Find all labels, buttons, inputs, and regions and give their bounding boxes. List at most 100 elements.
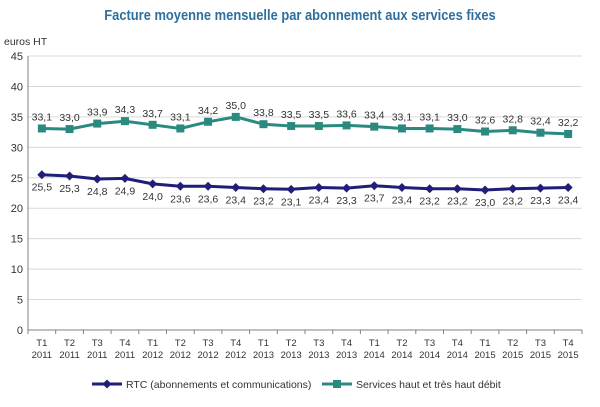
data-point-marker [65,171,75,181]
x-tick-label-year: 2015 [558,350,579,361]
x-tick-label-quarter: T3 [535,338,546,349]
chart-title: Facture moyenne mensuelle par abonnement… [104,7,496,24]
data-label: 32,4 [530,116,551,128]
y-tick-label: 35 [11,112,23,124]
legend-item-rtc: RTC (abonnements et communications) [92,379,311,391]
data-label: 34,3 [115,104,136,116]
y-tick-label: 5 [17,295,23,307]
x-tick-label-year: 2013 [308,350,329,361]
x-tick-label-year: 2014 [419,350,440,361]
data-label: 33,6 [336,108,357,120]
data-label: 23,2 [447,196,468,208]
y-tick-label: 10 [11,264,23,276]
x-tick-label-quarter: T2 [175,338,186,349]
x-tick-label-quarter: T4 [452,338,463,349]
legend-label: Services haut et très haut débit [356,379,501,391]
data-point-marker [204,117,213,126]
data-label: 24,9 [115,185,136,197]
data-label: 34,2 [198,105,219,117]
x-tick-label-quarter: T2 [396,338,407,349]
y-tick-label: 30 [11,142,23,154]
legend: RTC (abonnements et communications) Servi… [92,379,501,391]
data-label: 33,5 [281,109,302,121]
x-tick-label-year: 2013 [281,350,302,361]
data-point-marker [342,183,352,193]
data-point-marker [425,184,435,194]
x-tick-label-quarter: T1 [147,338,158,349]
data-label: 25,5 [32,182,53,194]
legend-item-haut-debit: Services haut et très haut débit [322,379,501,391]
data-label: 23,3 [530,195,551,207]
x-tick-label-quarter: T4 [119,338,130,349]
x-tick-label-quarter: T1 [36,338,47,349]
data-label: 33,7 [142,108,163,120]
data-point-marker [231,183,241,193]
data-point-marker [480,185,490,195]
data-point-marker [535,183,545,193]
data-label: 33,1 [419,111,440,123]
x-tick-label-quarter: T1 [369,338,380,349]
series-line [41,115,569,136]
data-label: 23,0 [475,197,496,209]
x-tick-label-quarter: T3 [424,338,435,349]
data-point-marker [176,124,185,133]
data-point-marker [314,183,324,193]
data-point-marker [564,129,573,138]
x-tick-label-year: 2015 [502,350,523,361]
data-point-marker [148,120,157,129]
data-label: 23,4 [558,195,579,207]
x-tick-label-year: 2011 [87,350,107,361]
data-point-marker [203,181,213,191]
series-rtc: 25,5 25,3 24,8 24,9 24,0 23,6 23,6 23,4 23,2 23,1… [32,170,579,209]
data-point-marker [397,183,407,193]
x-tick-label-quarter: T2 [286,338,297,349]
y-tick-label: 15 [11,234,23,246]
data-point-marker [120,173,130,183]
data-label: 23,1 [281,196,302,208]
data-point-marker [563,183,573,193]
data-point-marker [259,120,268,129]
gridlines [28,55,582,301]
data-point-marker [452,184,462,194]
data-point-marker [453,125,462,134]
data-point-marker [93,119,102,128]
data-label: 23,3 [336,195,357,207]
data-point-marker [175,181,185,191]
data-label: 24,8 [87,186,108,198]
data-label: 23,6 [170,193,191,205]
data-label: 33,4 [364,110,385,122]
data-label: 32,6 [475,115,496,127]
data-point-marker [148,179,158,189]
data-point-marker [286,184,296,194]
data-label: 33,1 [32,111,53,123]
data-point-marker [342,121,351,130]
y-axis-title: euros HT [4,36,48,48]
data-label: 33,5 [309,109,330,121]
data-point-marker [37,124,46,133]
data-point-marker [314,122,323,131]
data-label: 32,2 [558,117,579,129]
x-tick-label-year: 2014 [391,350,412,361]
data-label: 23,4 [226,195,247,207]
x-tick-label-year: 2011 [32,350,52,361]
data-label: 33,8 [253,107,274,119]
x-tick-label-quarter: T4 [341,338,352,349]
data-point-marker [397,124,406,133]
series-group: 25,5 25,3 24,8 24,9 24,0 23,6 23,6 23,4 23,2 23,1… [32,100,579,209]
data-label: 24,0 [142,191,163,203]
data-point-marker [508,126,517,135]
series-line [41,173,569,192]
y-tick-label: 0 [17,325,23,337]
y-tick-label: 45 [11,51,23,63]
x-tick-label-year: 2013 [253,350,274,361]
x-tick-label-year: 2014 [364,350,385,361]
x-tick-label-quarter: T3 [203,338,214,349]
data-point-marker [258,184,268,194]
x-tick-label-quarter: T2 [507,338,518,349]
data-label: 32,8 [503,113,524,125]
data-point-marker [508,184,518,194]
data-point-marker [370,122,379,131]
x-tick-label-year: 2011 [115,350,135,361]
